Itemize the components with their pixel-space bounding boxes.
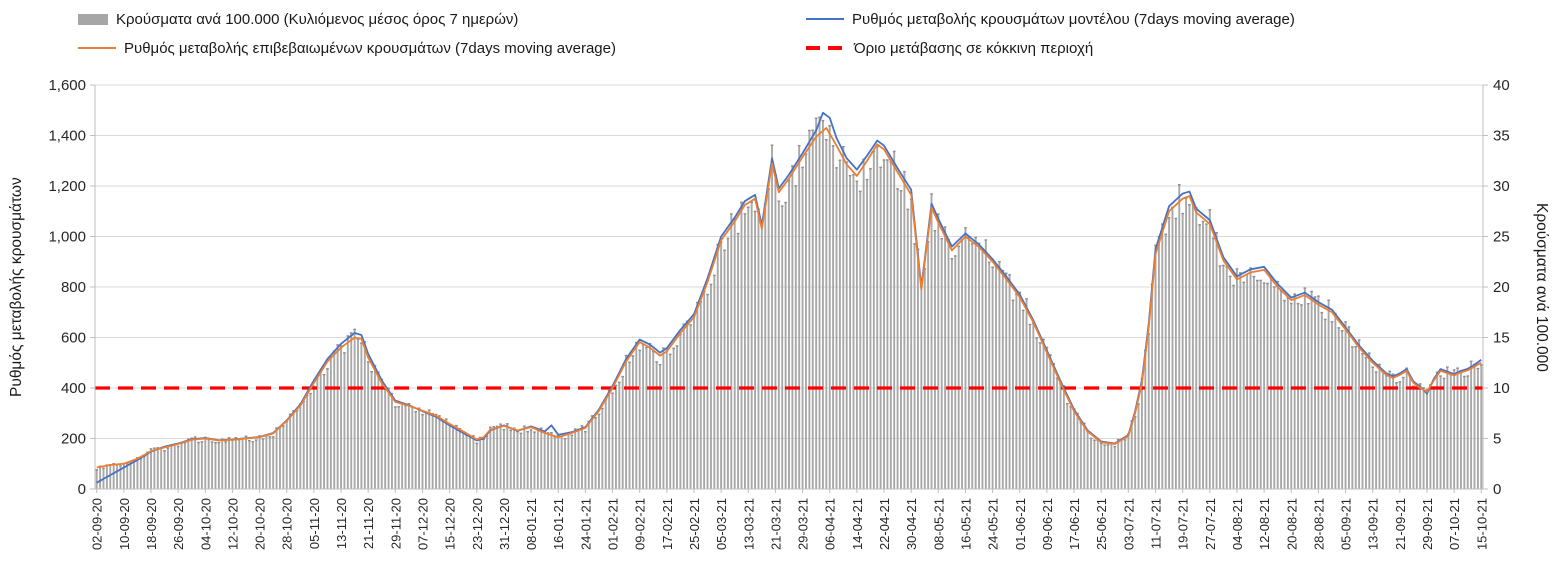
svg-text:03-07-21: 03-07-21 xyxy=(1121,498,1136,550)
legend-item-threshold: Όριο μετάβασης σε κόκκινη περιοχή xyxy=(806,38,1093,58)
svg-text:23-12-20: 23-12-20 xyxy=(470,498,485,550)
svg-text:30-04-21: 30-04-21 xyxy=(904,498,919,550)
svg-text:25-06-21: 25-06-21 xyxy=(1094,498,1109,550)
svg-text:26-09-20: 26-09-20 xyxy=(171,498,186,550)
svg-text:24-05-21: 24-05-21 xyxy=(986,498,1001,550)
svg-text:22-04-21: 22-04-21 xyxy=(877,498,892,550)
svg-text:19-07-21: 19-07-21 xyxy=(1176,498,1191,550)
bars-series xyxy=(95,116,1483,490)
left-axis-ticks: 0 200 400 600 800 1,000 1,200 1,400 1,600 xyxy=(48,77,95,498)
svg-text:800: 800 xyxy=(61,279,86,296)
svg-text:21-11-20: 21-11-20 xyxy=(361,498,376,549)
svg-text:29-03-21: 29-03-21 xyxy=(796,498,811,550)
confirmed-legend-swatch xyxy=(78,47,116,49)
svg-text:27-07-21: 27-07-21 xyxy=(1203,498,1218,550)
bars-legend-swatch xyxy=(78,13,108,25)
model-line xyxy=(96,111,1482,484)
svg-text:04-10-20: 04-10-20 xyxy=(198,498,213,550)
svg-text:11-07-21: 11-07-21 xyxy=(1149,498,1164,549)
svg-text:17-02-21: 17-02-21 xyxy=(660,498,675,550)
svg-text:1,400: 1,400 xyxy=(48,128,86,145)
svg-text:31-12-20: 31-12-20 xyxy=(497,498,512,550)
svg-text:40: 40 xyxy=(1493,77,1510,94)
confirmed-legend-label: Ρυθμός μεταβολής επιβεβαιωμένων κρουσμάτ… xyxy=(124,39,616,57)
svg-text:24-01-21: 24-01-21 xyxy=(578,498,593,550)
svg-text:21-03-21: 21-03-21 xyxy=(768,498,783,550)
legend-item-confirmed: Ρυθμός μεταβολής επιβεβαιωμένων κρουσμάτ… xyxy=(78,38,616,58)
svg-text:29-09-21: 29-09-21 xyxy=(1420,498,1435,550)
legend-item-bars: Κρούσματα ανά 100.000 (Κυλιόμενος μέσος … xyxy=(78,9,518,29)
svg-text:09-02-21: 09-02-21 xyxy=(633,498,648,550)
svg-text:400: 400 xyxy=(61,380,86,397)
svg-text:01-06-21: 01-06-21 xyxy=(1013,498,1028,550)
svg-text:20: 20 xyxy=(1493,279,1510,296)
svg-text:25: 25 xyxy=(1493,229,1510,246)
svg-text:30: 30 xyxy=(1493,178,1510,195)
svg-text:06-04-21: 06-04-21 xyxy=(823,498,838,550)
svg-text:18-09-20: 18-09-20 xyxy=(144,498,159,550)
svg-text:25-02-21: 25-02-21 xyxy=(687,498,702,550)
right-axis-ticks: 0 5 10 15 20 25 30 35 40 xyxy=(1483,77,1510,498)
model-legend-swatch xyxy=(806,18,844,20)
svg-text:01-02-21: 01-02-21 xyxy=(606,498,621,550)
svg-text:09-06-21: 09-06-21 xyxy=(1040,498,1055,550)
svg-text:29-11-20: 29-11-20 xyxy=(388,498,403,549)
svg-text:28-08-21: 28-08-21 xyxy=(1311,498,1326,550)
svg-text:21-09-21: 21-09-21 xyxy=(1393,498,1408,550)
bars-legend-label: Κρούσματα ανά 100.000 (Κυλιόμενος μέσος … xyxy=(116,10,519,28)
svg-text:0: 0 xyxy=(78,481,86,498)
threshold-legend-swatch xyxy=(806,46,846,50)
model-legend-label: Ρυθμός μεταβολής κρουσμάτων μοντέλου (7d… xyxy=(852,10,1295,28)
svg-text:16-01-21: 16-01-21 xyxy=(551,498,566,550)
svg-text:1,600: 1,600 xyxy=(48,77,86,94)
svg-text:0: 0 xyxy=(1493,481,1501,498)
svg-text:20-08-21: 20-08-21 xyxy=(1284,498,1299,550)
svg-text:1,200: 1,200 xyxy=(48,178,86,195)
svg-text:5: 5 xyxy=(1493,431,1501,448)
svg-text:20-10-20: 20-10-20 xyxy=(253,498,268,550)
svg-text:04-08-21: 04-08-21 xyxy=(1230,498,1245,550)
svg-text:05-09-21: 05-09-21 xyxy=(1339,498,1354,550)
svg-text:35: 35 xyxy=(1493,128,1510,145)
legend-item-model: Ρυθμός μεταβολής κρουσμάτων μοντέλου (7d… xyxy=(806,9,1295,29)
svg-text:14-04-21: 14-04-21 xyxy=(850,498,865,550)
svg-text:10-09-20: 10-09-20 xyxy=(117,498,132,550)
svg-text:12-08-21: 12-08-21 xyxy=(1257,498,1272,550)
svg-text:28-10-20: 28-10-20 xyxy=(280,498,295,550)
svg-text:12-10-20: 12-10-20 xyxy=(225,498,240,550)
right-axis-title: Κρούσματα ανά 100.000 xyxy=(1533,202,1550,372)
confirmed-line xyxy=(96,127,1482,469)
svg-text:1,000: 1,000 xyxy=(48,229,86,246)
svg-text:16-05-21: 16-05-21 xyxy=(958,498,973,550)
svg-text:08-05-21: 08-05-21 xyxy=(931,498,946,550)
svg-text:15-12-20: 15-12-20 xyxy=(443,498,458,550)
svg-text:13-11-20: 13-11-20 xyxy=(334,498,349,549)
svg-text:15-10-21: 15-10-21 xyxy=(1474,498,1489,550)
svg-text:15: 15 xyxy=(1493,330,1510,347)
svg-text:10: 10 xyxy=(1493,380,1510,397)
svg-text:07-10-21: 07-10-21 xyxy=(1447,498,1462,550)
svg-text:02-09-20: 02-09-20 xyxy=(90,498,105,550)
svg-text:13-03-21: 13-03-21 xyxy=(741,498,756,550)
svg-text:05-03-21: 05-03-21 xyxy=(714,498,729,550)
svg-text:05-11-20: 05-11-20 xyxy=(307,498,322,549)
svg-text:07-12-20: 07-12-20 xyxy=(415,498,430,550)
svg-text:600: 600 xyxy=(61,330,86,347)
svg-text:13-09-21: 13-09-21 xyxy=(1366,498,1381,550)
svg-text:17-06-21: 17-06-21 xyxy=(1067,498,1082,550)
x-axis-labels: 02-09-20 10-09-20 18-09-20 26-09-20 04-10-20… xyxy=(90,489,1489,550)
threshold-legend-label: Όριο μετάβασης σε κόκκινη περιοχή xyxy=(854,39,1094,57)
svg-text:08-01-21: 08-01-21 xyxy=(524,498,539,550)
svg-text:200: 200 xyxy=(61,431,86,448)
